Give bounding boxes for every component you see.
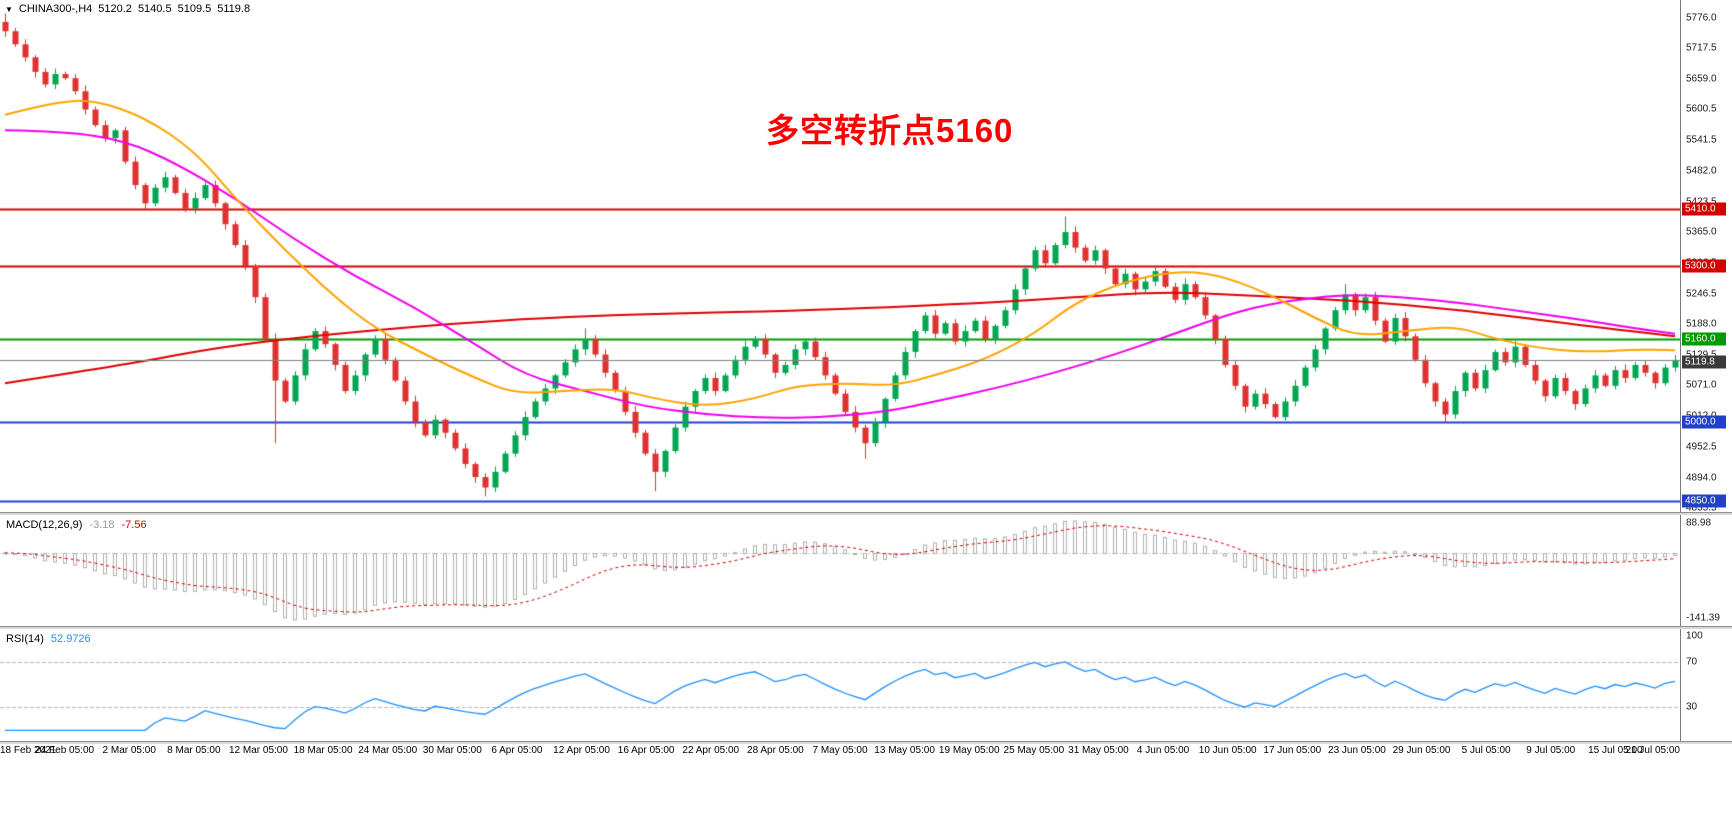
price-level-badge: 4850.0	[1682, 494, 1726, 508]
chart-plot-area[interactable]	[0, 0, 1680, 742]
macd-axis-label: 88.98	[1686, 517, 1712, 529]
price-tick-label: 4894.0	[1686, 472, 1717, 484]
price-level-badge: 5300.0	[1682, 259, 1726, 273]
time-axis-label: 24 Mar 05:00	[358, 745, 418, 756]
annotation-text[interactable]: 多空转折点5160	[766, 112, 1014, 149]
price-tick-label: 5365.0	[1686, 226, 1717, 238]
time-axis-label: 21 Jul 05:00	[1625, 745, 1681, 756]
time-axis-border	[0, 741, 1732, 744]
symbol-period-label: CHINA300-,H4	[18, 3, 93, 15]
ohlc-open-value: 5120.2	[98, 3, 132, 15]
time-axis-label: 9 Jul 05:00	[1526, 745, 1576, 756]
price-tick-label: 5776.0	[1686, 12, 1717, 24]
time-axis-label: 25 May 05:00	[1003, 745, 1065, 756]
price-level-badge: 5410.0	[1682, 202, 1726, 216]
time-axis-label: 18 Feb 2021	[0, 745, 57, 756]
price-tick-label: 5246.5	[1686, 288, 1717, 300]
panel-separator-macd[interactable]	[0, 512, 1732, 515]
current-price-badge: 5119.8	[1682, 355, 1726, 369]
macd-signal-value: -7.56	[121, 519, 147, 531]
time-axis-label: 12 Mar 05:00	[228, 745, 288, 756]
price-tick-label: 5129.5	[1686, 349, 1717, 360]
time-axis-label: 7 May 05:00	[812, 745, 868, 756]
price-tick-label: 5188.0	[1686, 318, 1717, 330]
symbol-header: ▼ CHINA300-,H4 5120.2 5140.5 5109.5 5119…	[5, 3, 250, 15]
ohlc-close-value: 5119.8	[217, 3, 251, 15]
price-tick-label: 5423.5	[1686, 196, 1717, 207]
rsi-indicator-label: RSI(14) 52.9726	[6, 633, 91, 645]
price-tick-label: 5482.0	[1686, 165, 1717, 177]
price-tick-label: 4835.5	[1686, 502, 1717, 514]
rsi-axis-label: 70	[1686, 656, 1698, 668]
ohlc-low-value: 5109.5	[177, 3, 212, 15]
time-axis-label: 12 Apr 05:00	[553, 745, 610, 756]
time-axis-label: 6 Apr 05:00	[491, 745, 543, 756]
chart-dropdown-icon[interactable]: ▼	[5, 4, 13, 14]
rsi-axis-label: 30	[1686, 701, 1698, 713]
panel-separator-rsi[interactable]	[0, 626, 1732, 629]
price-level-badge: 5160.0	[1682, 332, 1726, 346]
time-axis-label: 18 Mar 05:00	[293, 745, 353, 756]
price-tick-label: 4952.5	[1686, 441, 1717, 453]
time-axis-label: 28 Apr 05:00	[747, 745, 804, 756]
rsi-axis-label: 100	[1686, 630, 1703, 642]
price-tick-label: 5717.5	[1686, 42, 1717, 54]
time-axis-label: 31 May 05:00	[1068, 745, 1129, 756]
time-axis-label: 23 Jun 05:00	[1328, 745, 1386, 756]
rsi-name: RSI(14)	[6, 633, 44, 645]
time-axis-label: 22 Apr 05:00	[682, 745, 740, 756]
time-axis-label: 15 Jul 05:00	[1588, 745, 1643, 756]
price-axis[interactable]: 5776.0 5717.5 5659.0 5600.5 5541.5 5482.0 5423…	[1680, 0, 1732, 742]
macd-name: MACD(12,26,9)	[6, 519, 83, 531]
time-axis-label: 16 Apr 05:00	[617, 745, 675, 756]
ohlc-high-value: 5140.5	[137, 3, 172, 15]
macd-axis-label: -141.39	[1686, 612, 1720, 624]
time-axis-label: 10 Jun 05:00	[1198, 745, 1257, 756]
time-axis-label: 24 Feb 05:00	[35, 745, 95, 756]
time-axis-label: 30 Mar 05:00	[422, 745, 482, 756]
macd-indicator-label: MACD(12,26,9) -3.18 -7.56	[6, 519, 147, 531]
price-level-badge: 5000.0	[1682, 415, 1726, 429]
time-axis-label: 17 Jun 05:00	[1263, 745, 1322, 756]
time-axis-label: 4 Jun 05:00	[1136, 745, 1190, 756]
price-tick-label: 5541.5	[1686, 134, 1717, 146]
price-tick-label: 5071.0	[1686, 379, 1717, 391]
rsi-value: 52.9726	[50, 633, 91, 645]
time-axis-label: 19 May 05:00	[938, 745, 1000, 756]
time-axis-label: 8 Mar 05:00	[167, 745, 221, 756]
macd-main-value: -3.18	[89, 519, 115, 531]
price-tick-label: 5600.5	[1686, 103, 1717, 115]
time-axis-label: 2 Mar 05:00	[102, 745, 156, 756]
time-axis-label: 5 Jul 05:00	[1461, 745, 1511, 756]
time-axis-label: 29 Jun 05:00	[1392, 745, 1451, 756]
time-axis-label: 13 May 05:00	[874, 745, 935, 756]
price-tick-label: 5659.0	[1686, 73, 1717, 85]
time-axis[interactable]: 18 Feb 2021 24 Feb 05:00 2 Mar 05:00 8 Mar …	[0, 745, 1680, 759]
